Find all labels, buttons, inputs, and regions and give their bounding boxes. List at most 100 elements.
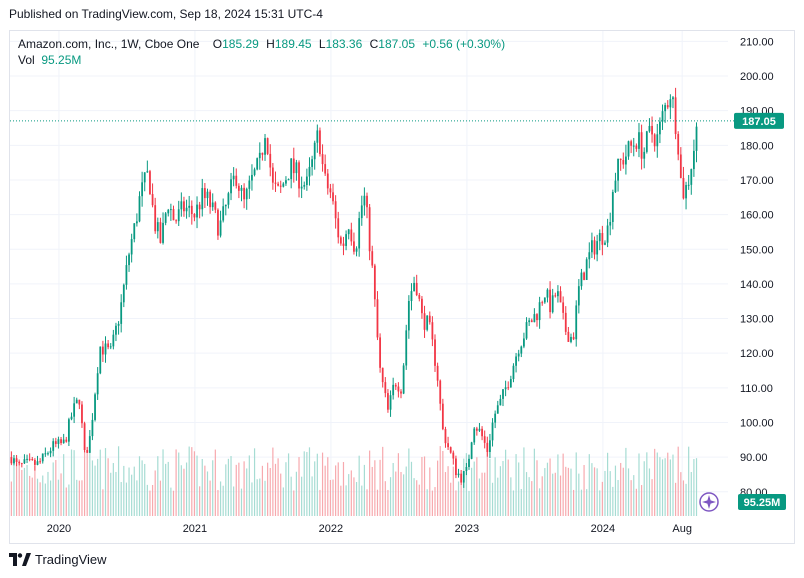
x-tick-label: 2020: [47, 523, 71, 535]
volume-bar: [471, 467, 473, 516]
volume-bar: [185, 462, 188, 516]
candle-body: [669, 99, 672, 108]
candle-body: [648, 125, 651, 132]
volume-bar: [580, 489, 583, 516]
volume-bar: [285, 462, 287, 516]
candle-body: [141, 182, 144, 197]
candle-body: [107, 343, 110, 348]
volume-bar: [601, 481, 603, 516]
y-tick-label: 180.00: [740, 140, 774, 152]
volume-label: Vol: [18, 53, 35, 67]
candle-body: [339, 237, 342, 244]
volume-bar: [353, 477, 355, 516]
volume-bar: [238, 462, 240, 516]
candle-body: [311, 159, 313, 167]
volume-bar: [329, 479, 332, 516]
volume-bar: [499, 466, 501, 516]
candle-body: [418, 295, 421, 299]
candle-body: [214, 202, 217, 210]
candle-body: [350, 229, 353, 242]
volume-bar: [264, 480, 266, 516]
volume-bar: [371, 466, 373, 516]
candle-body: [237, 185, 240, 191]
candle-body: [222, 206, 225, 221]
volume-bar: [136, 480, 138, 516]
candle-body: [625, 156, 627, 165]
chart-frame[interactable]: [9, 30, 795, 544]
y-tick-label: 90.00: [740, 452, 768, 464]
volume-bar: [559, 475, 562, 516]
candle-body: [83, 423, 86, 451]
candle-body: [235, 175, 238, 186]
candle-body: [360, 205, 363, 219]
volume-bar: [599, 490, 601, 516]
volume-bar: [614, 465, 617, 516]
candle-body: [557, 291, 559, 297]
volume-bar: [473, 461, 475, 516]
candle-body: [619, 158, 622, 161]
candle-body: [567, 331, 570, 342]
candle-body: [512, 365, 515, 380]
candle-body: [572, 336, 575, 340]
volume-bar: [510, 477, 512, 516]
volume-bar: [175, 449, 177, 516]
volume-bar: [34, 465, 36, 516]
volume-bar: [374, 460, 376, 516]
candle-body: [601, 233, 604, 245]
volume-bar: [578, 473, 580, 516]
volume-bar: [243, 461, 245, 516]
candle-body: [400, 391, 402, 394]
candle-body: [326, 173, 329, 189]
close-label: C: [369, 37, 379, 51]
volume-bar: [99, 449, 101, 516]
volume-bar: [301, 476, 303, 516]
volume-bar: [523, 447, 525, 516]
volume-bar: [512, 490, 515, 516]
volume-bar: [332, 479, 334, 516]
y-tick-label: 130.00: [740, 314, 774, 326]
volume-bar: [494, 457, 496, 516]
magic-icon[interactable]: [699, 492, 719, 512]
candle-body: [405, 330, 408, 366]
volume-bar: [648, 468, 651, 516]
candle-body: [261, 152, 264, 155]
volume-bar: [505, 449, 507, 516]
volume-bar: [350, 470, 352, 516]
candle-body: [695, 126, 698, 151]
volume-bar: [183, 468, 185, 516]
volume-bar: [397, 453, 399, 516]
volume-bar: [444, 472, 447, 516]
candle-body: [20, 463, 23, 465]
volume-bar: [233, 486, 235, 516]
candle-body: [177, 209, 180, 222]
candle-body: [295, 162, 298, 174]
candle-body: [489, 440, 491, 452]
candle-body: [666, 105, 669, 108]
y-tick-label: 140.00: [740, 279, 774, 291]
y-tick-label: 170.00: [740, 175, 774, 187]
volume-bar: [39, 482, 41, 516]
candle-body: [428, 315, 431, 323]
candle-body: [219, 220, 222, 236]
volume-bar: [403, 474, 405, 516]
candle-body: [549, 289, 551, 313]
candle-body: [120, 302, 123, 324]
volume-bar: [486, 448, 488, 516]
volume-bar: [562, 453, 564, 516]
candle-body: [151, 194, 154, 206]
tradingview-logo-icon: [9, 553, 31, 566]
candle-body: [94, 394, 96, 420]
volume-bar: [117, 446, 120, 516]
candle-body: [332, 192, 334, 202]
volume-bar: [151, 484, 154, 516]
candle-body: [67, 419, 70, 442]
candle-body: [358, 218, 361, 249]
footer-brand[interactable]: TradingView: [9, 552, 107, 567]
candle-body: [115, 325, 117, 335]
volume-bar: [141, 460, 143, 516]
volume-bar: [680, 472, 682, 516]
candle-body: [109, 346, 112, 348]
volume-bar: [447, 466, 449, 516]
volume-bar: [384, 481, 386, 516]
